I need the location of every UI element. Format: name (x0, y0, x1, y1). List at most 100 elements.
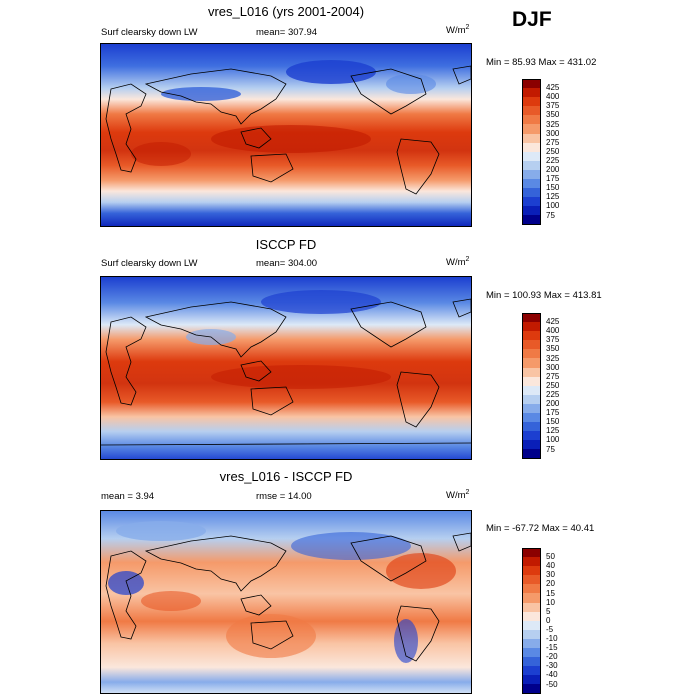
colorbar-swatch (522, 620, 541, 630)
colorbar-tick-label: 400 (546, 92, 560, 102)
colorbar-swatch (522, 106, 541, 116)
colorbar-swatch (522, 431, 541, 441)
colorbar-swatch (522, 449, 541, 459)
colorbar-swatch (522, 349, 541, 359)
colorbar-swatch (522, 151, 541, 161)
panel2-mean-label: mean= 304.00 (256, 258, 318, 269)
colorbar-tick-label: 5 (546, 606, 551, 616)
panel3-mean-label: mean = 3.94 (101, 491, 155, 502)
colorbar-tick-label: 75 (546, 210, 555, 220)
panel1-minmax: Min = 85.93 Max = 431.02 (486, 57, 597, 68)
colorbar-tick-label: 225 (546, 389, 560, 399)
colorbar-tick-label: 40 (546, 561, 555, 571)
colorbar-swatch (522, 638, 541, 649)
panel2-units: W/m2 (446, 256, 470, 269)
panel2-map (100, 276, 472, 460)
colorbar-tick-label: 20 (546, 579, 555, 589)
colorbar-swatch (522, 593, 541, 603)
colorbar-tick-label: 425 (546, 83, 560, 93)
colorbar-swatch (522, 557, 541, 567)
colorbar-tick-label: 100 (546, 435, 560, 445)
season-label: DJF (512, 8, 552, 31)
colorbar-swatch (522, 115, 541, 125)
colorbar-swatch (522, 422, 541, 432)
colorbar-swatch (522, 133, 541, 143)
colorbar-cells (522, 313, 541, 459)
colorbar-tick-label: 250 (546, 380, 560, 390)
colorbar-tick-label: 300 (546, 128, 560, 138)
panel1-units: W/m2 (446, 24, 470, 37)
colorbar-tick-label: 200 (546, 165, 560, 174)
colorbar-swatch (522, 124, 541, 134)
panel1-map (100, 43, 472, 227)
colorbar-swatch (522, 394, 541, 404)
colorbar-tick-label: 175 (546, 174, 560, 184)
panel2-title: ISCCP FD (255, 237, 317, 252)
colorbar-swatch (522, 648, 541, 658)
colorbar-tick-label: 350 (546, 110, 560, 120)
colorbar-tick-label: 50 (546, 552, 555, 562)
colorbar-swatch (522, 313, 541, 323)
colorbar-swatch (522, 340, 541, 350)
colorbar-swatch (522, 197, 541, 207)
colorbar-tick-label: 10 (546, 597, 555, 607)
colorbar-swatch (522, 584, 541, 594)
colorbar-swatch (522, 358, 541, 368)
colorbar-tick-label: 275 (546, 137, 560, 147)
colorbar-tick-label: -20 (546, 652, 558, 662)
panel3-units: W/m2 (446, 489, 470, 502)
colorbar-swatch (522, 385, 541, 395)
colorbar-tick-label: 75 (546, 444, 555, 454)
colorbar-tick-label: -5 (546, 624, 554, 634)
panel2-minmax: Min = 100.93 Max = 413.81 (486, 290, 602, 301)
colorbar-swatch (522, 322, 541, 332)
colorbar-swatch (522, 367, 541, 377)
colorbar-swatch (522, 675, 541, 685)
colorbar-tick-label: -15 (546, 643, 558, 653)
panel3-colorbar (522, 548, 541, 694)
colorbar-swatch (522, 215, 541, 225)
colorbar-cells (522, 548, 541, 694)
colorbar-swatch (522, 548, 541, 558)
colorbar-tick-label: 225 (546, 155, 560, 165)
colorbar-tick-label: 325 (546, 119, 560, 129)
colorbar-tick-label: 30 (546, 570, 555, 580)
colorbar-swatch (522, 657, 541, 667)
colorbar-swatch (522, 440, 541, 450)
colorbar-tick-label: 425 (546, 317, 560, 327)
colorbar-swatch (522, 629, 541, 639)
colorbar-tick-label: 100 (546, 201, 560, 211)
colorbar-swatch (522, 160, 541, 170)
colorbar-swatch (522, 142, 541, 152)
panel3-minmax: Min = -67.72 Max = 40.41 (486, 523, 595, 534)
colorbar-swatch (522, 666, 541, 676)
colorbar-swatch (522, 566, 541, 576)
panel2-colorbar (522, 313, 541, 459)
colorbar-swatch (522, 179, 541, 189)
colorbar-swatch (522, 188, 541, 198)
colorbar-swatch (522, 79, 541, 89)
colorbar-tick-label: 375 (546, 335, 560, 345)
colorbar-tick-label: 350 (546, 344, 560, 354)
colorbar-tick-label: -40 (546, 670, 558, 680)
panel3-rmse-label: rmse = 14.00 (256, 491, 312, 502)
colorbar-cells (522, 79, 541, 225)
colorbar-tick-label: 150 (546, 417, 560, 427)
colorbar-tick-label: 375 (546, 101, 560, 111)
colorbar-swatch (522, 376, 541, 386)
colorbar-tick-label: -50 (546, 679, 558, 689)
colorbar-tick-label: 325 (546, 353, 560, 363)
panel1-mean-label: mean= 307.94 (256, 27, 318, 38)
colorbar-swatch (522, 413, 541, 423)
colorbar-tick-label: 400 (546, 326, 560, 336)
panel1-colorbar (522, 79, 541, 225)
colorbar-tick-label: 15 (546, 588, 555, 598)
colorbar-swatch (522, 611, 541, 621)
colorbar-swatch (522, 206, 541, 216)
colorbar-tick-label: 150 (546, 183, 560, 193)
colorbar-tick-label: 125 (546, 426, 560, 436)
panel1-variable-label: Surf clearsky down LW (101, 27, 198, 38)
colorbar-tick-label: 300 (546, 362, 560, 372)
colorbar-tick-label: -10 (546, 634, 558, 643)
colorbar-swatch (522, 403, 541, 414)
